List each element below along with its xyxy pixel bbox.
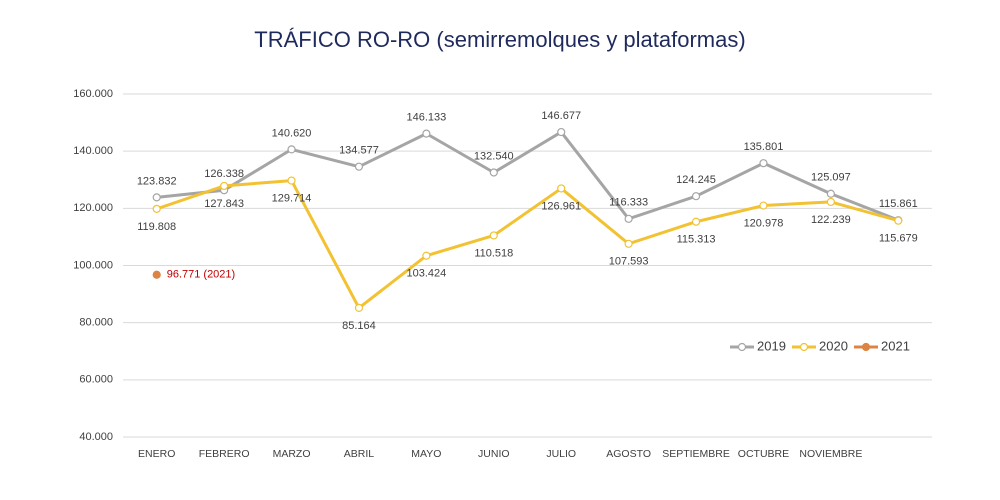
- data-label: 110.518: [474, 247, 513, 259]
- data-label: 123.832: [137, 175, 177, 187]
- y-tick-label: 40.000: [79, 431, 113, 443]
- data-label: 115.313: [677, 234, 716, 246]
- data-label: 127.843: [204, 198, 244, 210]
- data-label: 135.801: [744, 141, 784, 153]
- series-line: [156, 179, 899, 310]
- data-label: 146.677: [541, 110, 581, 122]
- legend-label: 2020: [819, 338, 848, 353]
- x-tick-label: MAYO: [411, 448, 441, 460]
- data-label: 103.424: [406, 268, 446, 280]
- point-marker: [691, 192, 701, 201]
- x-tick-label: AGOSTO: [606, 448, 651, 460]
- data-label: 107.593: [609, 256, 649, 268]
- data-label: 115.861: [879, 198, 918, 210]
- point-marker: [422, 129, 431, 138]
- point-marker: [557, 184, 566, 193]
- legend-marker: [861, 342, 871, 352]
- x-tick-label: JUNIO: [478, 448, 510, 460]
- data-label: 132.540: [474, 150, 514, 162]
- point-marker: [557, 127, 566, 137]
- legend-marker: [799, 342, 809, 352]
- point-marker: [220, 181, 229, 191]
- point-marker: [287, 176, 296, 185]
- x-tick-label: ENERO: [138, 448, 175, 460]
- x-tick-label: SEPTIEMBRE: [662, 448, 730, 460]
- series-line: [156, 130, 899, 222]
- y-tick-label: 60.000: [79, 374, 113, 386]
- legend-marker: [737, 342, 747, 352]
- data-label: 119.808: [137, 221, 176, 233]
- legend-label: 2019: [757, 338, 786, 353]
- data-label: 140.620: [272, 127, 312, 139]
- point-marker: [489, 231, 498, 240]
- y-tick-label: 160.000: [73, 88, 113, 100]
- point-marker: [152, 193, 161, 202]
- x-tick-label: JULIO: [546, 448, 576, 460]
- data-label: 124.245: [676, 174, 716, 186]
- point-marker: [489, 168, 498, 177]
- point-marker: [624, 214, 633, 223]
- x-tick-label: FEBRERO: [199, 448, 250, 460]
- data-label: 129.714: [272, 192, 312, 204]
- data-label: 115.679: [879, 233, 918, 245]
- y-tick-label: 80.000: [79, 317, 113, 329]
- point-marker: [624, 239, 633, 248]
- point-marker: [152, 270, 161, 279]
- point-marker: [354, 162, 364, 171]
- y-tick-label: 120.000: [73, 202, 113, 214]
- point-marker: [691, 217, 701, 226]
- point-marker: [826, 189, 835, 198]
- data-label: 126.961: [541, 200, 581, 212]
- x-tick-label: ABRIL: [344, 448, 375, 460]
- point-marker: [422, 251, 431, 260]
- y-tick-label: 140.000: [73, 145, 113, 157]
- legend-label: 2021: [881, 338, 910, 353]
- data-label: 96.771 (2021): [167, 269, 236, 281]
- data-label: 85.164: [342, 320, 376, 332]
- x-tick-label: OCTUBRE: [738, 448, 789, 460]
- chart-title: TRÁFICO RO-RO (semirremolques y platafor…: [254, 27, 745, 52]
- data-label: 125.097: [811, 172, 851, 184]
- point-marker: [354, 303, 364, 313]
- data-label: 120.978: [744, 217, 784, 229]
- point-marker: [287, 145, 296, 154]
- point-marker: [152, 204, 161, 213]
- x-tick-label: MARZO: [273, 448, 311, 460]
- data-label: 134.577: [339, 145, 379, 157]
- data-label: 146.133: [406, 112, 446, 124]
- data-label: 116.333: [609, 197, 648, 209]
- y-tick-label: 100.000: [73, 259, 113, 271]
- data-label: 126.338: [204, 168, 244, 180]
- point-marker: [894, 216, 903, 225]
- data-label: 122.239: [811, 214, 851, 226]
- point-marker: [826, 197, 835, 207]
- point-marker: [759, 201, 768, 210]
- x-tick-label: NOVIEMBRE: [799, 448, 862, 460]
- point-marker: [759, 159, 768, 168]
